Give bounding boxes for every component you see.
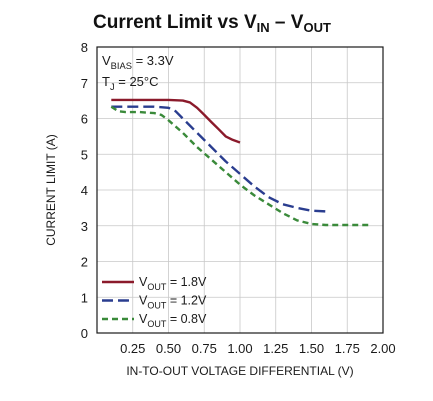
- title-sub-in: IN: [257, 20, 270, 35]
- x-tick-label: 1.75: [335, 341, 360, 356]
- x-tick-label: 2.00: [370, 341, 395, 356]
- y-tick-label: 3: [81, 219, 88, 234]
- legend-label-0: VOUT = 1.8V: [139, 275, 207, 292]
- conditions-annotations: VBIAS = 3.3V TJ = 25°C: [102, 53, 174, 92]
- y-axis-label: CURRENT LIMIT (A): [44, 134, 58, 246]
- x-tick-label: 1.50: [299, 341, 324, 356]
- annotation-1: TJ = 25°C: [102, 74, 159, 92]
- series-line-1: [111, 105, 326, 213]
- title-middle: – V: [270, 12, 304, 33]
- series-line-0: [111, 98, 241, 144]
- chart-title: Current Limit vs VIN – VOUT: [93, 12, 331, 35]
- y-axis-ticks: 0 1 2 3 4 5 6 7 8: [81, 40, 88, 341]
- y-tick-label: 6: [81, 112, 88, 127]
- x-axis-ticks: 0.25 0.50 0.75 1.00 1.25 1.50 1.75 2.00: [120, 341, 396, 356]
- legend-label-2: VOUT = 0.8V: [139, 312, 207, 329]
- x-tick-label: 0.25: [120, 341, 145, 356]
- x-axis-label: IN-TO-OUT VOLTAGE DIFFERENTIAL (V): [126, 364, 353, 378]
- y-tick-label: 2: [81, 255, 88, 270]
- y-tick-label: 8: [81, 40, 88, 55]
- title-sub-out: OUT: [303, 20, 331, 35]
- plot-frame: [96, 46, 384, 334]
- title-prefix: Current Limit vs V: [93, 12, 257, 33]
- series-line-2: [110, 105, 369, 227]
- x-tick-label: 1.25: [263, 341, 288, 356]
- y-tick-label: 1: [81, 290, 88, 305]
- x-tick-label: 0.75: [192, 341, 217, 356]
- y-tick-label: 4: [81, 183, 88, 198]
- legend-label-1: VOUT = 1.2V: [139, 294, 207, 311]
- series-layer: [110, 98, 369, 227]
- y-tick-label: 7: [81, 76, 88, 91]
- y-tick-label: 5: [81, 147, 88, 162]
- x-tick-label: 0.50: [156, 341, 181, 356]
- y-tick-label: 0: [81, 326, 88, 341]
- annotation-0: VBIAS = 3.3V: [102, 53, 174, 71]
- grid: [97, 47, 383, 333]
- x-tick-label: 1.00: [227, 341, 252, 356]
